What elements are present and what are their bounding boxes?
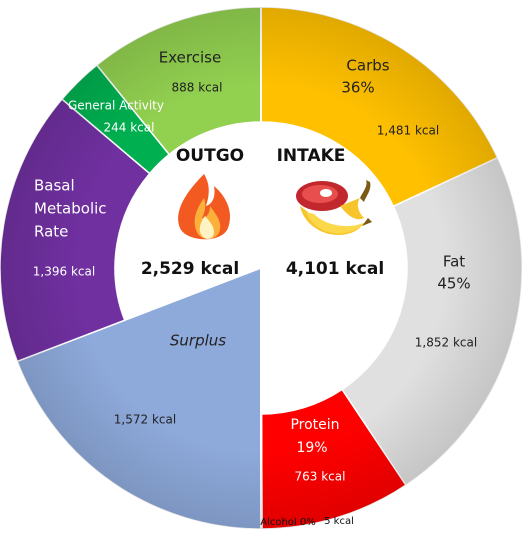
outgo-label-exercise: Exercise — [159, 49, 221, 67]
outgo-title: OUTGO — [176, 146, 244, 166]
flame-icon — [178, 174, 231, 240]
intake-total: 4,101 kcal — [286, 259, 384, 279]
intake-pct-fat: 45% — [437, 275, 470, 293]
food-icon — [296, 180, 372, 236]
intake-label-protein: Protein — [290, 417, 339, 433]
intake-value-carbs: 1,481 kcal — [377, 124, 439, 138]
center-area: OUTGO INTAKE 2,529 kcal 4,101 kcal — [141, 146, 384, 279]
outgo-label-bmr-line-1: Basal — [34, 177, 75, 195]
intake-title: INTAKE — [277, 146, 346, 166]
intake-pct-carbs: 36% — [341, 79, 374, 97]
intake-value-alcohol: 5 kcal — [324, 516, 354, 527]
intake-label-carbs: Carbs — [346, 57, 389, 75]
outgo-label-general-activity: General Activity — [68, 99, 164, 113]
intake-value-protein: 763 kcal — [295, 470, 346, 484]
outgo-label-bmr-line-2: Metabolic — [34, 200, 107, 218]
intake-value-fat: 1,852 kcal — [415, 336, 477, 350]
intake-label-alcohol: Alcohol 0% — [260, 517, 316, 528]
outgo-value-surplus: 1,572 kcal — [114, 413, 176, 427]
intake-label-fat: Fat — [443, 253, 465, 271]
outgo-label-bmr-line-3: Rate — [34, 223, 68, 241]
outgo-value-general-activity: 244 kcal — [104, 121, 155, 135]
outgo-value-bmr: 1,396 kcal — [33, 265, 95, 279]
outgo-label-surplus: Surplus — [170, 332, 226, 350]
labels-layer: Carbs 36% 1,481 kcal Fat 45% 1,852 kcal Protei… — [33, 49, 477, 529]
ring-shading — [0, 7, 522, 529]
intake-pct-protein: 19% — [296, 440, 327, 456]
segments-layer — [0, 6, 523, 530]
outgo-total: 2,529 kcal — [141, 259, 239, 279]
outgo-value-exercise: 888 kcal — [172, 81, 223, 95]
